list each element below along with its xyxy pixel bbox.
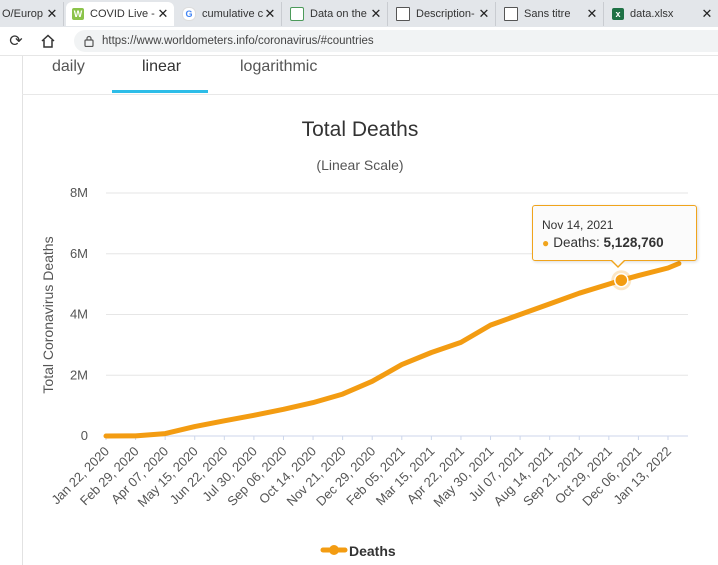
tab-linear[interactable]: linear (142, 58, 182, 75)
chart-scale-tabs: daily linear logarithmic (22, 56, 718, 95)
browser-tab-active[interactable]: W COVID Live - ✕ (66, 2, 174, 26)
google-icon: G (182, 7, 196, 21)
tooltip-colon: : (596, 235, 604, 250)
tab-title: COVID Live - (90, 8, 155, 20)
y-tick-label: 0 (81, 428, 88, 443)
tooltip-date: Nov 14, 2021 (542, 218, 614, 232)
highlight-point (614, 272, 629, 288)
panel-border (22, 56, 23, 565)
y-tick-label: 8M (70, 185, 88, 200)
url-field[interactable]: https://www.worldometers.info/coronaviru… (74, 30, 718, 52)
tooltip-pointer-fill (611, 259, 625, 266)
excel-icon: x (612, 8, 624, 20)
legend-label-deaths: Deaths (349, 543, 396, 559)
page-content: daily linear logarithmic (0, 56, 718, 565)
browser-tab-strip: O/Europ ✕ W COVID Live - ✕ G cumulative … (0, 0, 718, 28)
close-icon[interactable]: ✕ (701, 6, 713, 21)
page-icon (504, 7, 518, 21)
browser-tab[interactable]: G cumulative c ✕ (176, 2, 282, 26)
close-icon[interactable]: ✕ (46, 6, 58, 21)
series-line-deaths (103, 261, 682, 439)
home-icon[interactable] (38, 31, 58, 51)
tab-title: cumulative c (202, 8, 263, 20)
tab-title: Sans titre (524, 8, 571, 20)
browser-tab[interactable]: Description- ✕ (390, 2, 496, 26)
tab-title: data.xlsx (630, 8, 674, 20)
url-text: https://www.worldometers.info/coronaviru… (102, 35, 374, 47)
tab-daily[interactable]: daily (52, 58, 85, 75)
document-icon (290, 7, 304, 21)
chart-title: Total Deaths (302, 118, 419, 141)
legend-marker-icon (329, 545, 339, 555)
address-bar-row: ⟳ https://www.worldometers.info/coronavi… (0, 27, 718, 56)
total-deaths-chart: Total Deaths (Linear Scale) 0 2M 4M 6M 8M Total… (40, 118, 688, 559)
browser-tab[interactable]: O/Europ ✕ (0, 2, 64, 26)
page-icon (396, 7, 410, 21)
y-tick-label: 2M (70, 367, 88, 382)
tooltip-value: 5,128,760 (603, 235, 664, 250)
worldometers-icon: W (72, 8, 84, 20)
series-dot-icon: ● (542, 236, 550, 250)
lock-icon (84, 35, 94, 47)
reload-icon[interactable]: ⟳ (9, 33, 23, 50)
y-tick-label: 4M (70, 307, 88, 322)
active-tab-indicator (112, 90, 208, 93)
browser-tab[interactable]: Data on the ✕ (284, 2, 388, 26)
tooltip-series-label: Deaths (553, 235, 597, 250)
browser-tab[interactable]: Sans titre ✕ (498, 2, 604, 26)
close-icon[interactable]: ✕ (264, 6, 276, 21)
y-tick-label: 6M (70, 246, 88, 261)
chart-subtitle: (Linear Scale) (316, 157, 403, 173)
tab-logarithmic[interactable]: logarithmic (240, 58, 318, 75)
chart-tooltip: Nov 14, 2021 ● Deaths: 5,128,760 (532, 205, 697, 261)
close-icon[interactable]: ✕ (586, 6, 598, 21)
tab-title: Description- (416, 8, 475, 20)
tab-title: O/Europ (2, 8, 43, 20)
close-icon[interactable]: ✕ (370, 6, 382, 21)
tab-title: Data on the (310, 8, 367, 20)
browser-tab[interactable]: x data.xlsx ✕ (606, 2, 718, 26)
close-icon[interactable]: ✕ (478, 6, 490, 21)
y-axis-label: Total Coronavirus Deaths (40, 236, 56, 393)
close-icon[interactable]: ✕ (157, 6, 169, 21)
